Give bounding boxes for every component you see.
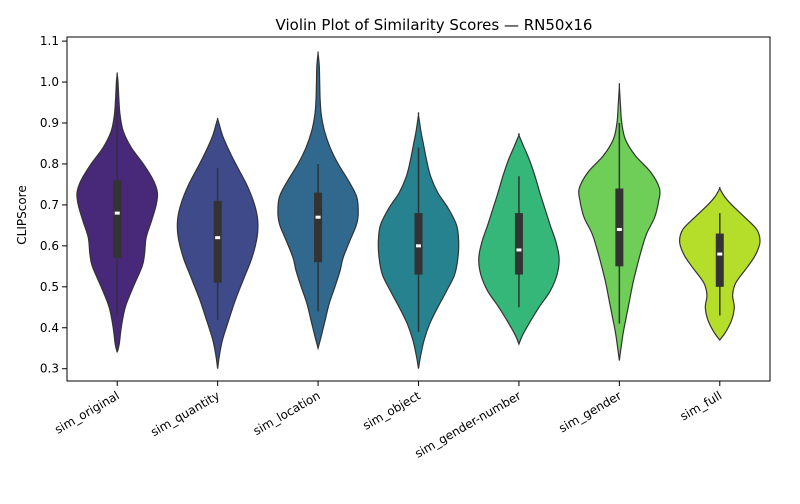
median-marker-sim_object [416, 244, 421, 248]
x-tick-label: sim_quantity [148, 388, 222, 439]
iqr-box-sim_full [715, 233, 724, 287]
median-marker-sim_location [315, 215, 321, 219]
y-tick-label: 1.0 [40, 75, 59, 89]
iqr-box-sim_original [113, 180, 122, 259]
iqr-box-sim_location [314, 192, 323, 263]
plot-area [76, 51, 761, 369]
y-tick-label: 1.1 [40, 34, 59, 48]
iqr-box-sim_gender [615, 188, 624, 267]
iqr-box-sim_object [414, 213, 423, 275]
x-tick-label: sim_original [52, 388, 121, 436]
median-marker-sim_original [114, 211, 120, 215]
y-tick-label: 0.7 [40, 198, 59, 212]
y-axis-label: CLIPScore [15, 185, 29, 244]
median-marker-sim_gender [616, 227, 622, 231]
y-tick-label: 0.9 [40, 116, 59, 130]
y-axis: 0.3 0.4 0.5 0.6 0.7 0.8 0.9 1.0 1.1 [40, 34, 67, 376]
x-axis: sim_original sim_quantity sim_location sim_… [52, 381, 724, 461]
plot-frame [66, 36, 771, 382]
x-tick-label: sim_location [251, 388, 323, 438]
iqr-box-sim_gender-number [514, 213, 523, 275]
median-marker-sim_gender-number [516, 248, 522, 252]
y-tick-label: 0.4 [40, 321, 59, 335]
median-marker-sim_full [717, 252, 723, 256]
iqr-box-sim_quantity [213, 200, 222, 283]
y-tick-label: 0.6 [40, 239, 59, 253]
x-tick-label: sim_object [360, 388, 423, 432]
median-marker-sim_quantity [215, 236, 221, 240]
chart-title: Violin Plot of Similarity Scores — RN50x… [276, 16, 593, 34]
x-tick-label: sim_gender-number [412, 388, 523, 460]
x-tick-label: sim_full [678, 388, 725, 423]
y-tick-label: 0.3 [40, 362, 59, 376]
y-tick-label: 0.5 [40, 280, 59, 294]
x-tick-label: sim_gender [556, 388, 624, 435]
y-tick-label: 0.8 [40, 157, 59, 171]
